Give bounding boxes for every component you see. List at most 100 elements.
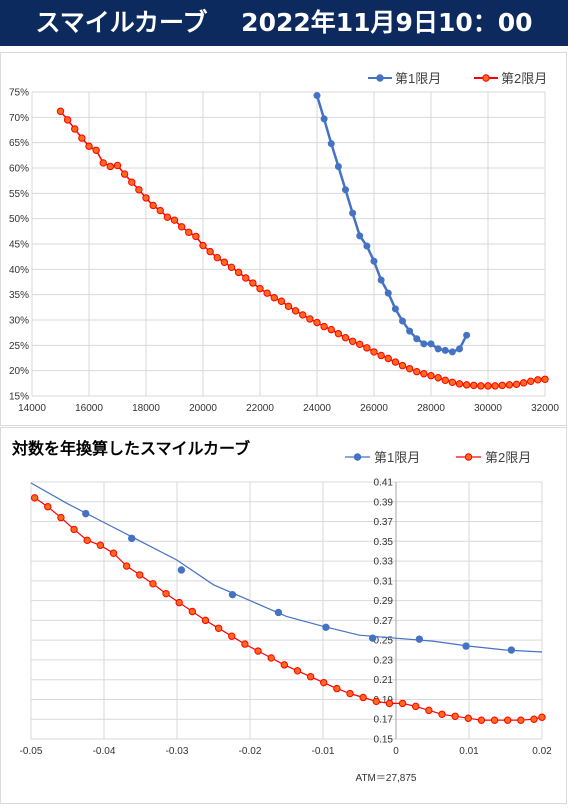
- data-point-series-2: [398, 361, 407, 370]
- legend-label-1: 第1限月: [374, 450, 420, 465]
- data-point-series-2: [530, 715, 538, 723]
- data-point-series-2: [541, 375, 549, 383]
- data-point-series-2: [149, 580, 157, 588]
- x-tick-label: -0.04: [93, 746, 116, 757]
- y-tick-label: 35%: [9, 290, 29, 301]
- series-line-2: [59, 110, 546, 387]
- data-point-series-2: [70, 525, 78, 534]
- x-tick-label: 14000: [18, 403, 46, 414]
- data-point-series-2: [306, 315, 314, 323]
- data-point-series-2: [438, 710, 446, 718]
- y-tick-label: 0.25: [374, 636, 394, 647]
- data-point-series-2: [484, 382, 492, 390]
- legend-label-2: 第2限月: [485, 450, 531, 465]
- data-point-series-2: [477, 382, 485, 390]
- data-point-series-2: [455, 380, 464, 388]
- y-tick-label: 0.35: [374, 537, 394, 548]
- data-point-series-2: [405, 364, 414, 373]
- data-point-series-2: [372, 697, 380, 706]
- data-point-series-2: [136, 571, 144, 579]
- data-point-series-2: [341, 334, 350, 342]
- legend-marker-2: [464, 453, 473, 461]
- data-point-series-2: [78, 134, 86, 142]
- x-tick-label: 30000: [474, 403, 502, 414]
- data-point-series-2: [534, 376, 542, 384]
- data-point-series-2: [99, 159, 107, 167]
- data-point-series-2: [517, 716, 525, 724]
- data-point-series-1: [406, 327, 414, 335]
- data-point-series-2: [320, 322, 328, 331]
- series-line-2: [34, 497, 543, 721]
- data-point-series-1: [434, 345, 442, 353]
- data-point-series-2: [234, 268, 243, 277]
- data-point-series-2: [156, 206, 164, 215]
- data-point-series-2: [299, 311, 307, 319]
- y-tick-label: 0.41: [374, 478, 394, 489]
- data-point-series-1: [342, 186, 349, 194]
- data-point-series-2: [512, 380, 521, 389]
- data-point-series-2: [348, 337, 357, 345]
- data-point-series-2: [113, 161, 122, 170]
- data-point-series-1: [507, 646, 516, 654]
- data-point-series-2: [220, 258, 229, 266]
- data-point-series-2: [434, 374, 442, 382]
- data-point-series-2: [384, 354, 392, 363]
- y-tick-label: 45%: [9, 240, 29, 251]
- data-point-series-1: [274, 608, 283, 617]
- data-point-series-2: [256, 284, 264, 293]
- data-point-series-2: [188, 607, 197, 616]
- data-point-series-2: [359, 693, 367, 702]
- data-point-series-2: [356, 340, 364, 349]
- data-point-series-1: [391, 305, 399, 313]
- y-tick-label: 70%: [9, 113, 29, 124]
- x-tick-label: 16000: [75, 403, 103, 414]
- data-point-series-2: [213, 253, 221, 262]
- data-point-series-1: [82, 509, 90, 518]
- data-point-series-2: [57, 513, 65, 522]
- chart-panel-smile-curve: 15% 20% 25% 30% 35% 40% 45% 50% 55% 60% 65% 70% 75% 1…: [0, 52, 567, 426]
- data-point-series-2: [71, 125, 79, 133]
- y-tick-label: 0.21: [374, 675, 394, 686]
- data-point-series-1: [370, 257, 378, 265]
- data-point-series-2: [425, 706, 433, 715]
- data-point-series-2: [206, 247, 214, 256]
- data-point-series-2: [30, 494, 39, 502]
- legend-marker-1: [376, 74, 384, 82]
- y-tick-label: 0.31: [374, 576, 394, 587]
- data-point-series-1: [320, 115, 328, 123]
- x-tick-label: -0.03: [166, 746, 189, 757]
- data-point-series-1: [415, 635, 424, 643]
- y-tick-label: 0.17: [374, 715, 394, 726]
- data-point-series-1: [448, 348, 456, 356]
- data-point-series-1: [399, 317, 406, 325]
- y-tick-label: 0.27: [374, 616, 394, 627]
- data-point-series-2: [385, 699, 394, 708]
- x-tick-label: 0.01: [459, 746, 479, 757]
- data-point-series-2: [470, 381, 478, 390]
- data-point-series-2: [162, 589, 170, 598]
- legend-label-2: 第2限月: [501, 71, 547, 86]
- data-point-series-2: [128, 178, 136, 186]
- y-tick-label: 0.23: [374, 655, 394, 666]
- data-point-series-2: [503, 716, 512, 724]
- data-point-series-2: [249, 279, 257, 287]
- data-point-series-2: [505, 381, 514, 389]
- data-point-series-1: [334, 162, 342, 170]
- x-tick-label: 0.02: [532, 746, 552, 757]
- data-point-series-2: [56, 107, 65, 115]
- data-point-series-1: [349, 209, 357, 217]
- data-point-series-2: [106, 162, 115, 171]
- data-point-series-2: [175, 598, 183, 607]
- x-tick-label: 24000: [303, 403, 331, 414]
- data-point-series-2: [163, 213, 172, 221]
- data-point-series-2: [192, 232, 200, 241]
- data-point-series-2: [284, 302, 293, 311]
- y-tick-label: 75%: [9, 88, 29, 99]
- data-point-series-2: [280, 661, 289, 669]
- data-point-series-2: [370, 348, 378, 356]
- y-tick-label: 50%: [9, 214, 29, 225]
- legend-marker-1: [353, 453, 362, 461]
- data-point-series-2: [363, 344, 371, 352]
- data-point-series-2: [92, 146, 100, 154]
- data-point-series-2: [306, 673, 315, 681]
